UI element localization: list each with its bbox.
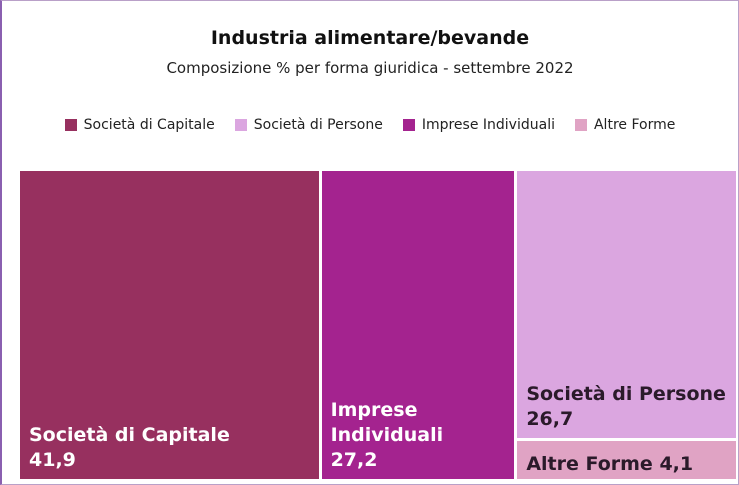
legend-label: Società di Capitale xyxy=(83,117,215,133)
legend-item: Società di Capitale xyxy=(64,117,215,133)
cell-name: Altre Forme xyxy=(526,452,653,475)
treemap-cell: Imprese Individuali 27,2 xyxy=(321,171,515,479)
legend-item: Imprese Individuali xyxy=(402,117,555,133)
chart-subtitle: Composizione % per forma giuridica - set… xyxy=(166,59,574,77)
legend-swatch xyxy=(64,119,77,131)
cell-name: Imprese Individuali xyxy=(330,399,444,446)
legend-item: Altre Forme xyxy=(574,117,676,133)
cell-label: Società di Capitale 41,9 xyxy=(29,423,313,473)
legend-swatch xyxy=(234,119,247,131)
cell-label: Società di Persone 26,7 xyxy=(526,382,730,432)
chart-title: Industria alimentare/bevande xyxy=(210,27,530,49)
legend-label: Altre Forme xyxy=(593,117,676,133)
cell-label: Imprese Individuali 27,2 xyxy=(331,398,509,473)
legend-item: Società di Persone xyxy=(234,117,383,133)
cell-value: 4,1 xyxy=(659,452,694,475)
cell-value: 26,7 xyxy=(526,407,574,430)
treemap-cell: Altre Forme 4,1 xyxy=(517,440,736,479)
treemap-cell: Società di Capitale 41,9 xyxy=(20,171,319,479)
legend-swatch xyxy=(402,119,415,131)
treemap-cell: Società di Persone 26,7 xyxy=(517,171,736,438)
legend-label: Imprese Individuali xyxy=(421,117,555,133)
cell-name: Società di Persone xyxy=(526,382,726,405)
legend-label: Società di Persone xyxy=(253,117,383,133)
cell-value: 41,9 xyxy=(29,449,76,471)
legend-swatch xyxy=(574,119,587,131)
cell-name: Società di Capitale xyxy=(29,424,230,446)
plot-area: Società di Capitale 41,9 Imprese Individua… xyxy=(20,171,739,482)
cell-label: Altre Forme 4,1 xyxy=(526,452,730,477)
cell-value: 27,2 xyxy=(330,449,378,471)
legend: Società di Capitale Società di Persone Imp… xyxy=(2,117,738,133)
